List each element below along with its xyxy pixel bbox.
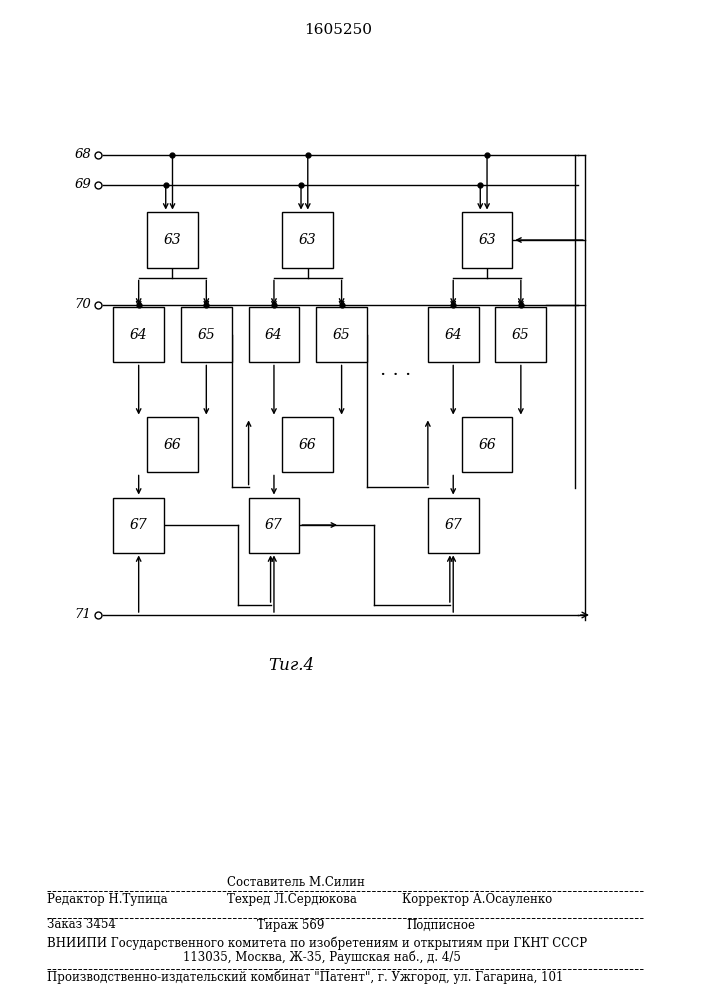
Text: 69: 69 (74, 178, 91, 192)
Text: Τиг.4: Τиг.4 (268, 656, 314, 674)
Text: 71: 71 (74, 608, 91, 621)
Text: 65: 65 (197, 328, 215, 342)
Text: 66: 66 (163, 438, 182, 452)
Text: Производственно-издательский комбинат "Патент", г. Ужгород, ул. Гагарина, 101: Производственно-издательский комбинат "П… (47, 970, 563, 984)
Text: 64: 64 (444, 328, 462, 342)
Text: 63: 63 (163, 233, 182, 247)
FancyBboxPatch shape (249, 307, 299, 362)
Text: 1605250: 1605250 (304, 23, 372, 37)
Text: 113035, Москва, Ж-35, Раушская наб., д. 4/5: 113035, Москва, Ж-35, Раушская наб., д. … (182, 950, 460, 964)
FancyBboxPatch shape (282, 417, 333, 472)
Text: Редактор Н.Тупица: Редактор Н.Тупица (47, 894, 168, 906)
Text: 63: 63 (478, 233, 496, 247)
Text: Составитель М.Силин: Составитель М.Силин (227, 876, 365, 888)
Text: 66: 66 (299, 438, 317, 452)
Text: Корректор А.Осауленко: Корректор А.Осауленко (402, 894, 553, 906)
Text: 64: 64 (130, 328, 148, 342)
FancyBboxPatch shape (496, 307, 547, 362)
FancyBboxPatch shape (428, 498, 479, 552)
FancyBboxPatch shape (181, 307, 232, 362)
Text: 63: 63 (299, 233, 317, 247)
FancyBboxPatch shape (462, 212, 513, 267)
Text: 66: 66 (478, 438, 496, 452)
Text: 67: 67 (130, 518, 148, 532)
Text: 67: 67 (444, 518, 462, 532)
Text: 70: 70 (74, 298, 91, 312)
FancyBboxPatch shape (147, 417, 198, 472)
Text: 64: 64 (265, 328, 283, 342)
FancyBboxPatch shape (462, 417, 513, 472)
Text: 68: 68 (74, 148, 91, 161)
FancyBboxPatch shape (113, 307, 164, 362)
FancyBboxPatch shape (428, 307, 479, 362)
Text: ВНИИПИ Государственного комитета по изобретениям и открытиям при ГКНТ СССР: ВНИИПИ Государственного комитета по изоб… (47, 936, 588, 950)
FancyBboxPatch shape (147, 212, 198, 267)
Text: 65: 65 (512, 328, 530, 342)
FancyBboxPatch shape (282, 212, 333, 267)
FancyBboxPatch shape (316, 307, 367, 362)
Text: Техред Л.Сердюкова: Техред Л.Сердюкова (227, 894, 356, 906)
Text: Тираж 569: Тираж 569 (257, 918, 325, 932)
Text: Заказ 3454: Заказ 3454 (47, 918, 116, 932)
FancyBboxPatch shape (249, 498, 299, 552)
Text: 65: 65 (333, 328, 351, 342)
Text: . . .: . . . (380, 361, 411, 379)
Text: Подписное: Подписное (406, 918, 475, 932)
Text: 67: 67 (265, 518, 283, 532)
FancyBboxPatch shape (113, 498, 164, 552)
